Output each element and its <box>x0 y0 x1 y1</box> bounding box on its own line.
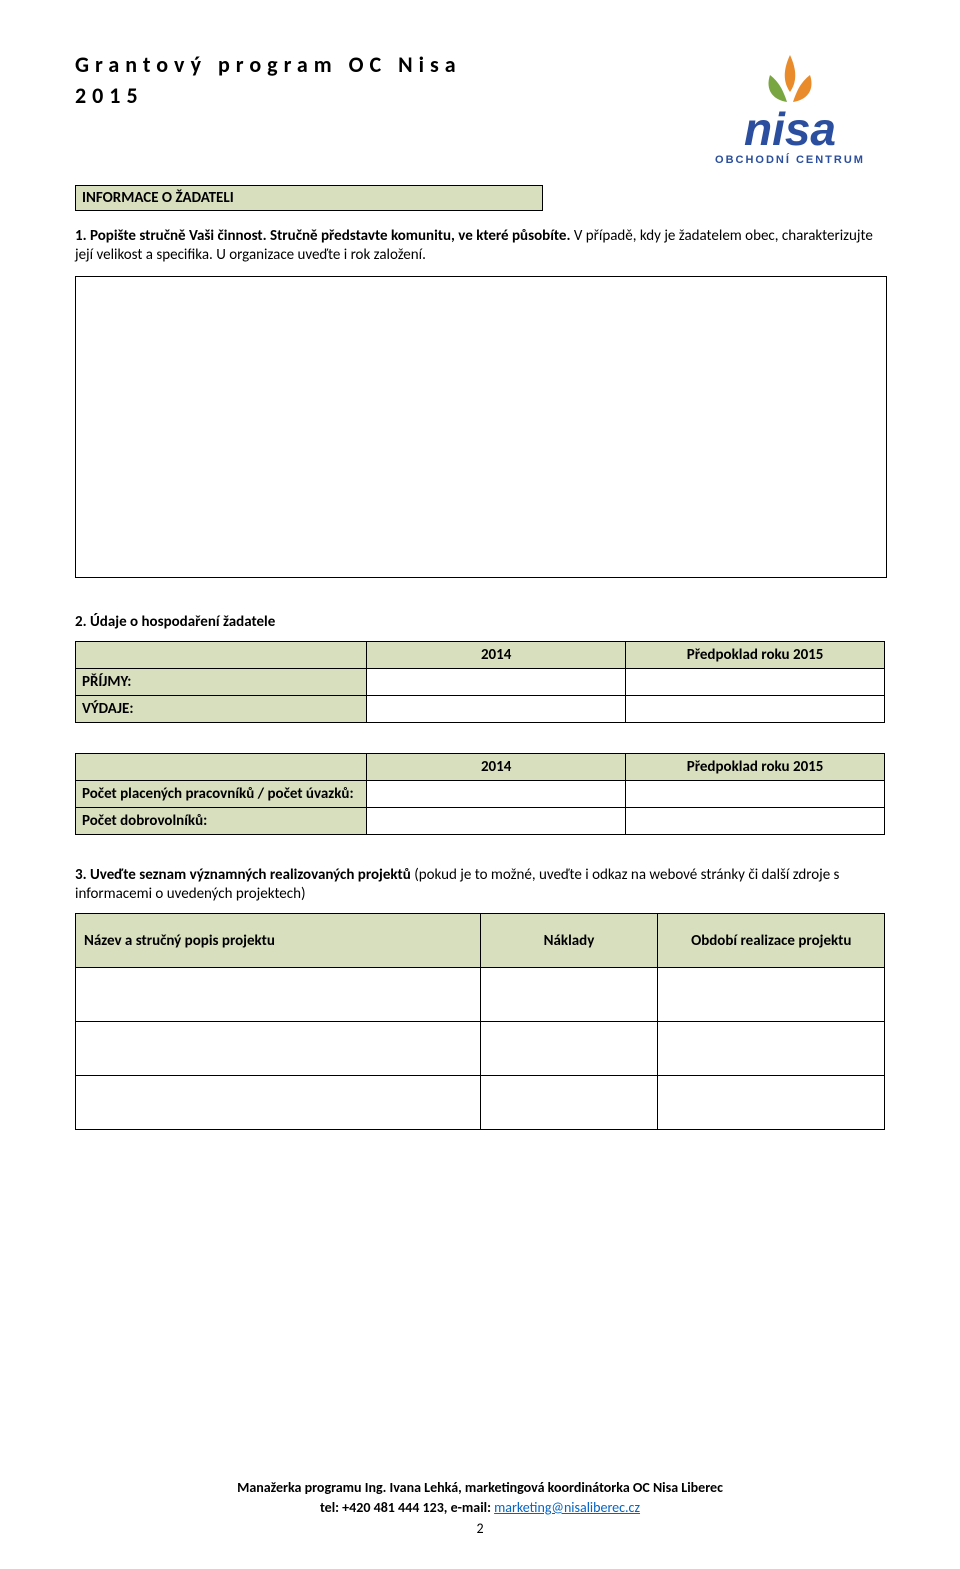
col-forecast: Předpoklad roku 2015 <box>626 642 885 669</box>
proj-cost-cell[interactable] <box>480 1022 658 1076</box>
title-line-2: 2015 <box>75 81 462 112</box>
proj-col-name: Název a stručný popis projektu <box>76 914 481 968</box>
document-header: Grantový program OC Nisa 2015 nisa OBCHO… <box>75 50 885 170</box>
proj-name-cell[interactable] <box>76 1022 481 1076</box>
paid-staff-2014-cell[interactable] <box>367 781 626 808</box>
proj-name-cell[interactable] <box>76 1076 481 1130</box>
nisa-logo: nisa OBCHODNÍ CENTRUM <box>695 50 885 170</box>
table-row: Počet dobrovolníků: <box>76 808 885 835</box>
page-footer: Manažerka programu Ing. Ivana Lehká, mar… <box>0 1478 960 1539</box>
footer-contact-line: tel: +420 481 444 123, e-mail: marketing… <box>0 1498 960 1518</box>
col-2014: 2014 <box>367 642 626 669</box>
question-3-text: 3. Uveďte seznam významných realizovanýc… <box>75 865 885 903</box>
question-1-text: 1. Popište stručně Vaši činnost. Stručně… <box>75 226 885 264</box>
proj-col-costs: Náklady <box>480 914 658 968</box>
proj-period-cell[interactable] <box>658 1022 885 1076</box>
table-row <box>76 1022 885 1076</box>
table-row <box>76 968 885 1022</box>
title-line-1: Grantový program OC Nisa <box>75 50 462 81</box>
staff-table-header: 2014 Předpoklad roku 2015 <box>76 754 885 781</box>
row-volunteers-label: Počet dobrovolníků: <box>76 808 367 835</box>
col-forecast: Předpoklad roku 2015 <box>626 754 885 781</box>
q3-bold: 3. Uveďte seznam významných realizovanýc… <box>75 866 411 884</box>
expenses-2014-cell[interactable] <box>367 696 626 723</box>
proj-period-cell[interactable] <box>658 968 885 1022</box>
row-paid-staff-label: Počet placených pracovníků / počet úvazk… <box>76 781 367 808</box>
finance-table-header: 2014 Předpoklad roku 2015 <box>76 642 885 669</box>
page-number: 2 <box>0 1519 960 1539</box>
page: Grantový program OC Nisa 2015 nisa OBCHO… <box>0 0 960 1569</box>
income-2015-cell[interactable] <box>626 669 885 696</box>
question-2-title: 2. Údaje o hospodaření žadatele <box>75 613 885 631</box>
q1-bold: 1. Popište stručně Vaši činnost. Stručně… <box>75 227 570 245</box>
answer-box-q1[interactable] <box>75 276 887 578</box>
table-row <box>76 1076 885 1130</box>
table-row: PŘÍJMY: <box>76 669 885 696</box>
nisa-logo-icon: nisa OBCHODNÍ CENTRUM <box>695 50 885 170</box>
proj-period-cell[interactable] <box>658 1076 885 1130</box>
staff-table: 2014 Předpoklad roku 2015 Počet placenýc… <box>75 753 885 835</box>
row-income-label: PŘÍJMY: <box>76 669 367 696</box>
proj-col-period: Období realizace projektu <box>658 914 885 968</box>
footer-email-link[interactable]: marketing@nisaliberec.cz <box>494 1499 640 1516</box>
volunteers-2014-cell[interactable] <box>367 808 626 835</box>
col-2014: 2014 <box>367 754 626 781</box>
proj-cost-cell[interactable] <box>480 968 658 1022</box>
paid-staff-2015-cell[interactable] <box>626 781 885 808</box>
projects-table-header: Název a stručný popis projektu Náklady O… <box>76 914 885 968</box>
proj-name-cell[interactable] <box>76 968 481 1022</box>
title-block: Grantový program OC Nisa 2015 <box>75 50 462 112</box>
section-heading-applicant-info: INFORMACE O ŽADATELI <box>75 185 543 211</box>
expenses-2015-cell[interactable] <box>626 696 885 723</box>
finance-table: 2014 Předpoklad roku 2015 PŘÍJMY: VÝDAJE… <box>75 641 885 723</box>
table-row: Počet placených pracovníků / počet úvazk… <box>76 781 885 808</box>
projects-table: Název a stručný popis projektu Náklady O… <box>75 913 885 1130</box>
row-expenses-label: VÝDAJE: <box>76 696 367 723</box>
footer-manager-line: Manažerka programu Ing. Ivana Lehká, mar… <box>0 1478 960 1498</box>
logo-subtext: OBCHODNÍ CENTRUM <box>715 153 865 166</box>
footer-contact-prefix: tel: +420 481 444 123, e-mail: <box>320 1499 494 1516</box>
proj-cost-cell[interactable] <box>480 1076 658 1130</box>
table-row: VÝDAJE: <box>76 696 885 723</box>
logo-text: nisa <box>744 103 836 155</box>
income-2014-cell[interactable] <box>367 669 626 696</box>
volunteers-2015-cell[interactable] <box>626 808 885 835</box>
